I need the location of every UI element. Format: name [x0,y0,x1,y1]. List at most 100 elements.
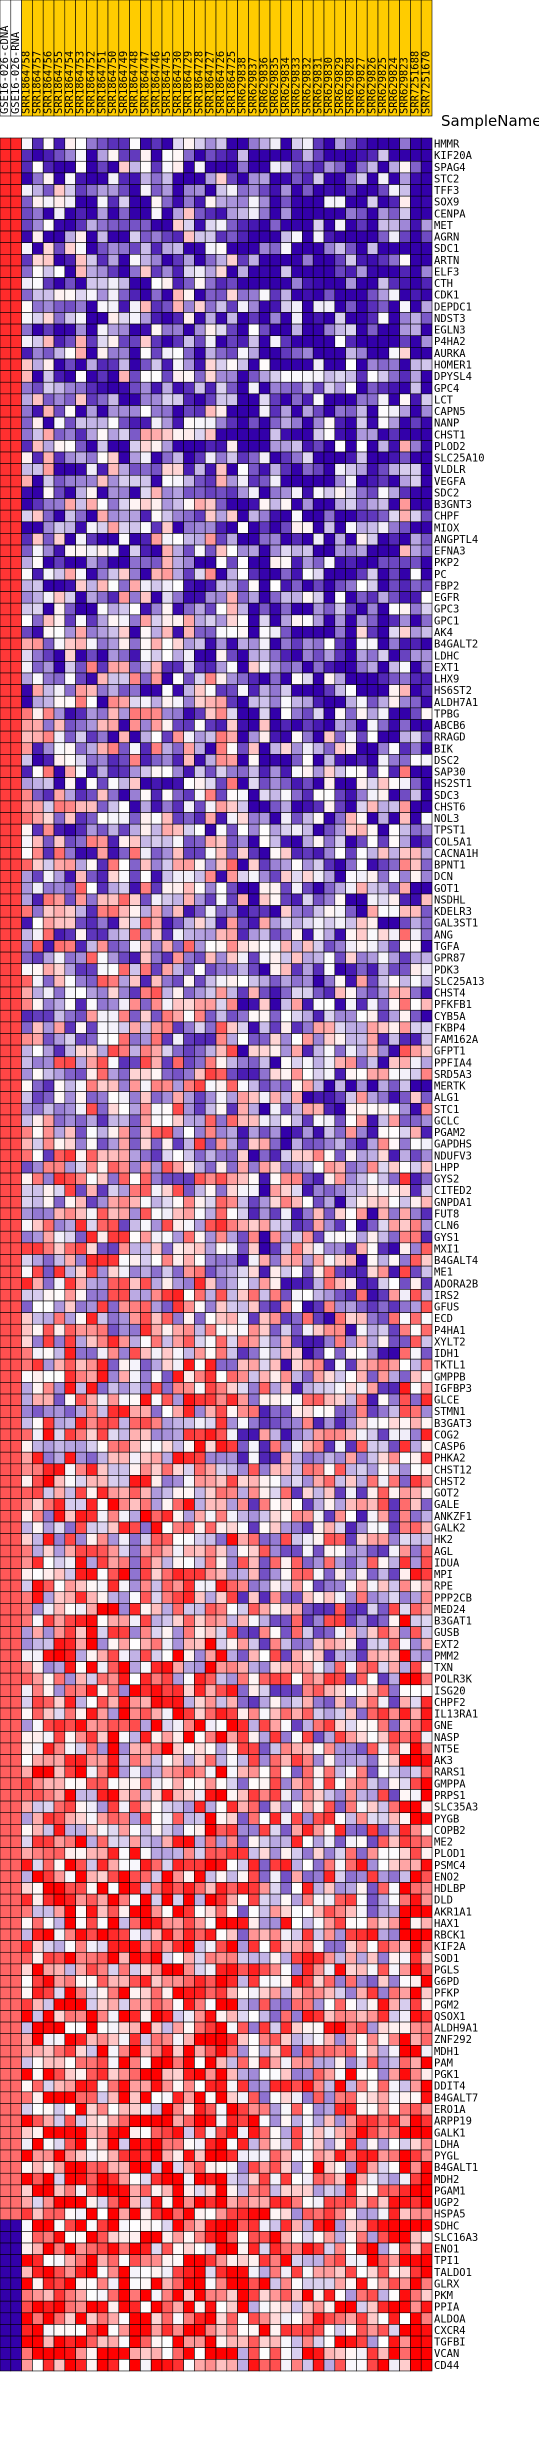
heatmap-cell [183,637,195,651]
heatmap-cell [280,393,292,406]
heatmap-cell [204,219,217,232]
heatmap-cell [10,242,22,255]
heatmap-cell [258,521,271,534]
heatmap-cell [226,428,238,441]
heatmap-cell [0,1463,12,1476]
heatmap-cell [140,800,152,813]
heatmap-cell [302,393,314,406]
heatmap-cell [0,870,12,883]
heatmap-cell [32,1475,44,1488]
heatmap-cell [269,591,282,604]
heatmap-cell [161,591,174,604]
heatmap-cell [204,300,217,313]
heatmap-cell [237,242,249,255]
heatmap-cell [172,1184,184,1197]
heatmap-cell [96,1137,109,1151]
heatmap-cell [21,1068,33,1081]
heatmap-cell [312,1219,325,1232]
heatmap-cell [399,1091,411,1104]
heatmap-cell [345,742,357,755]
heatmap-cell [420,195,433,209]
heatmap-cell [215,428,228,441]
heatmap-cell [107,1486,120,1500]
heatmap-cell [64,614,76,627]
heatmap-cell [237,882,249,895]
heatmap-cell [323,614,336,627]
heatmap-cell [215,928,228,941]
heatmap-cell [280,754,292,767]
heatmap-cell [269,533,282,546]
heatmap-cell [204,1382,217,1395]
heatmap-cell [53,254,66,267]
heatmap-cell [258,1172,271,1185]
heatmap-cell [118,1382,130,1395]
heatmap-cell [32,882,44,895]
heatmap-cell [215,870,228,883]
heatmap-cell [302,1137,314,1151]
heatmap-cell [302,928,314,941]
heatmap-cell [96,998,109,1011]
heatmap-cell [107,172,120,185]
heatmap-cell [107,835,120,848]
heatmap-cell [75,614,87,627]
heatmap-cell [75,1533,87,1546]
heatmap-cell [183,579,195,592]
heatmap-cell [183,730,195,744]
heatmap-cell [377,1044,390,1058]
heatmap-cell [75,1254,87,1267]
heatmap-cell [86,637,98,651]
heatmap-cell [194,300,206,313]
heatmap-cell [399,370,411,383]
heatmap-cell [64,1358,76,1372]
heatmap-cell [280,358,292,371]
heatmap-cell [410,707,422,720]
heatmap-cell [345,591,357,604]
heatmap-cell [53,1498,66,1511]
heatmap-cell [118,637,130,651]
heatmap-cell [107,847,120,860]
heatmap-cell [237,823,249,837]
heatmap-cell [269,463,282,476]
heatmap-cell [32,370,44,383]
heatmap-cell [312,568,325,581]
heatmap-cell [312,591,325,604]
heatmap-cell [75,1207,87,1220]
heatmap-cell [366,730,379,744]
heatmap-cell [204,1033,217,1046]
heatmap-cell [96,440,109,453]
heatmap-cell [183,556,195,569]
heatmap-cell [323,1021,336,1034]
heatmap-cell [291,416,303,430]
heatmap-cell [140,556,152,569]
heatmap-cell [226,521,238,534]
heatmap-cell [323,323,336,337]
heatmap-cell [280,1033,292,1046]
heatmap-cell [291,1091,303,1104]
heatmap-cell [312,940,325,953]
heatmap-cell [21,893,33,906]
heatmap-cell [194,1498,206,1511]
heatmap-cell [366,614,379,627]
heatmap-cell [388,1265,400,1279]
heatmap-cell [96,905,109,918]
heatmap-cell [226,265,238,278]
heatmap-cell [280,742,292,755]
heatmap-cell [183,405,195,418]
heatmap-cell [172,207,184,220]
heatmap-cell [96,393,109,406]
heatmap-cell [194,1114,206,1127]
heatmap-cell [21,1300,33,1313]
heatmap-cell [302,440,314,453]
heatmap-cell [204,1242,217,1255]
heatmap-cell [86,509,98,523]
heatmap-cell [204,765,217,778]
heatmap-cell [150,323,163,337]
heatmap-cell [96,835,109,848]
heatmap-cell [140,1172,152,1185]
heatmap-cell [356,684,368,697]
heatmap-cell [96,1289,109,1302]
heatmap-cell [356,754,368,767]
heatmap-cell [377,637,390,651]
heatmap-cell [107,451,120,464]
heatmap-cell [323,661,336,674]
